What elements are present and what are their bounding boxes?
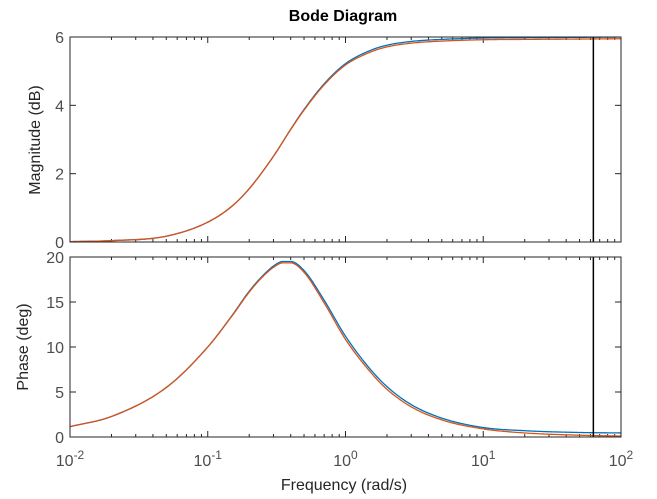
chart-title: Bode Diagram bbox=[289, 8, 397, 25]
x-tick-labels: 10-2 10-1 100 101 102 bbox=[56, 448, 634, 470]
magnitude-axes-box bbox=[69, 36, 622, 243]
magnitude-panel: 0 2 4 6 Magnitude (dB) bbox=[27, 30, 622, 252]
phase-plot-area bbox=[70, 257, 621, 437]
series-line-2 bbox=[70, 38, 621, 242]
y-tick-label: 10 bbox=[46, 340, 64, 357]
magnitude-y-tick-labels: 0 2 4 6 bbox=[55, 30, 64, 252]
y-tick-label: 15 bbox=[46, 295, 64, 312]
x-tick-label: 101 bbox=[471, 448, 496, 470]
phase-y-axis-label: Phase (deg) bbox=[15, 303, 32, 390]
phase-y-tick-labels: 0 5 10 15 20 bbox=[46, 250, 64, 447]
phase-axes-box bbox=[69, 256, 622, 438]
x-tick-label: 10-1 bbox=[194, 448, 223, 470]
magnitude-y-axis-label: Magnitude (dB) bbox=[27, 85, 44, 194]
y-tick-label: 4 bbox=[55, 98, 64, 115]
y-tick-label: 0 bbox=[55, 430, 64, 447]
y-tick-label: 0 bbox=[55, 235, 64, 252]
y-tick-label: 20 bbox=[46, 250, 64, 267]
magnitude-plot-area bbox=[70, 37, 621, 242]
y-tick-label: 2 bbox=[55, 167, 64, 184]
x-tick-label: 102 bbox=[609, 448, 634, 470]
x-tick-label: 10-2 bbox=[56, 448, 85, 470]
series-line-2 bbox=[70, 262, 621, 437]
y-tick-label: 5 bbox=[55, 385, 64, 402]
x-axis-label: Frequency (rad/s) bbox=[281, 477, 407, 494]
y-tick-label: 6 bbox=[55, 30, 64, 47]
phase-lines bbox=[70, 260, 621, 437]
magnitude-lines bbox=[70, 37, 621, 242]
x-tick-label: 100 bbox=[333, 448, 358, 470]
phase-panel: 0 5 10 15 20 Phase (deg) bbox=[15, 250, 622, 447]
